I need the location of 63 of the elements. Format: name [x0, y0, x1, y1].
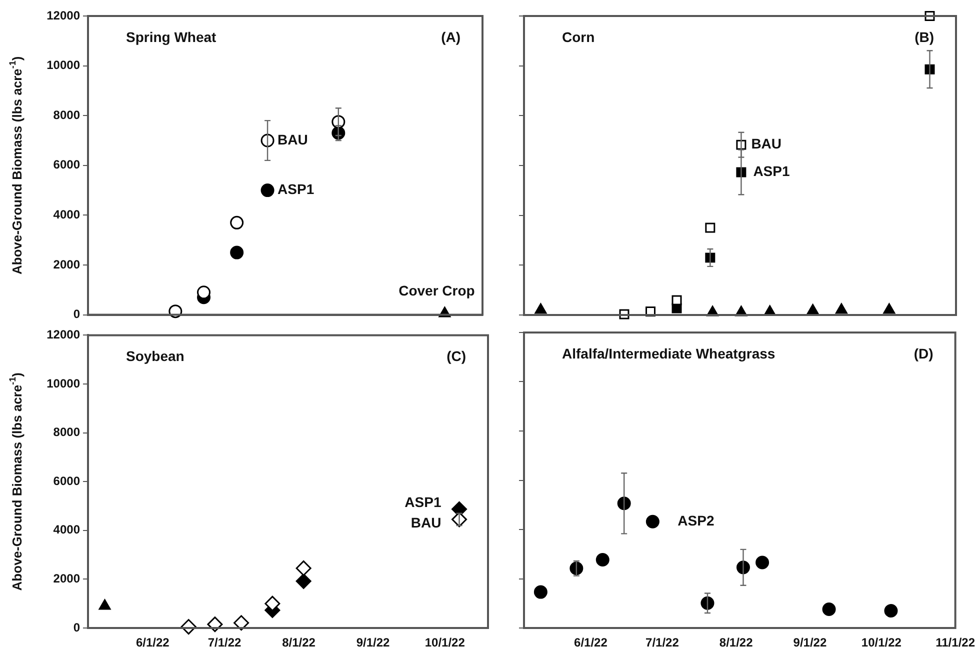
point [534, 303, 547, 314]
series-label: BAU [410, 514, 442, 530]
series-label: BAU [278, 131, 308, 148]
series-label: ASP1 [404, 494, 442, 510]
annotation: (A) [441, 28, 460, 45]
point [230, 246, 244, 260]
point [883, 303, 896, 314]
point [264, 596, 280, 612]
y-tick-label: 4000 [53, 522, 80, 537]
annotation: (D) [914, 345, 934, 362]
point [234, 615, 250, 631]
point [835, 303, 848, 314]
y-axis-title: Above-Ground Biomass (lbs acre-1) [7, 372, 25, 591]
y-tick-label: 12000 [46, 8, 80, 22]
y-tick-label: 10000 [46, 376, 80, 390]
point [296, 560, 312, 576]
point [596, 553, 610, 567]
y-tick-label: 6000 [53, 474, 80, 488]
point [260, 184, 274, 198]
y-tick-label: 6000 [53, 158, 80, 172]
text: Corn [562, 28, 595, 45]
series-label: ASP1 [753, 163, 790, 180]
point [296, 573, 312, 589]
text: Soybean [126, 348, 184, 364]
series-label: BAU [751, 136, 782, 152]
x-tick-label: 8/1/22 [282, 636, 316, 650]
y-tick-label: 12000 [46, 328, 80, 342]
point [705, 222, 716, 233]
text: Spring Wheat [126, 28, 217, 45]
point [197, 286, 210, 300]
point [806, 304, 819, 315]
y-tick-label: 8000 [53, 425, 80, 440]
x-tick-label: 9/1/22 [356, 636, 390, 650]
x-tick-label: 8/1/22 [719, 636, 754, 650]
text: Alfalfa/Intermediate Wheatgrass [562, 345, 776, 362]
y-tick-label: 0 [73, 620, 80, 634]
annotation: (B) [914, 28, 934, 45]
point [884, 604, 898, 618]
x-tick-label: 7/1/22 [646, 636, 680, 650]
point [534, 585, 548, 599]
series-label: ASP1 [278, 181, 314, 198]
x-tick-label: 9/1/22 [793, 636, 827, 650]
point [646, 514, 660, 528]
point [822, 602, 836, 616]
y-tick-label: 10000 [46, 58, 80, 72]
x-tick-label: 10/1/22 [424, 636, 466, 650]
point [672, 295, 682, 306]
x-tick-label: 11/1/22 [936, 636, 976, 650]
y-axis-title: Above-Ground Biomass (lbs acre-1) [7, 56, 25, 275]
point [230, 216, 244, 230]
y-tick-label: 2000 [53, 572, 80, 586]
x-tick-label: 7/1/22 [208, 636, 242, 650]
x-tick-label: 10/1/22 [861, 636, 902, 650]
y-tick-label: 0 [73, 307, 80, 322]
y-tick-label: 2000 [53, 257, 80, 272]
series-label: ASP2 [678, 512, 714, 528]
y-tick-label: 8000 [53, 108, 80, 122]
y-tick-label: 4000 [53, 208, 80, 222]
x-tick-label: 6/1/22 [574, 636, 608, 650]
annotation: (C) [446, 348, 466, 364]
point [756, 556, 770, 570]
series-label: Cover Crop [398, 282, 475, 298]
x-tick-label: 6/1/22 [136, 636, 170, 650]
